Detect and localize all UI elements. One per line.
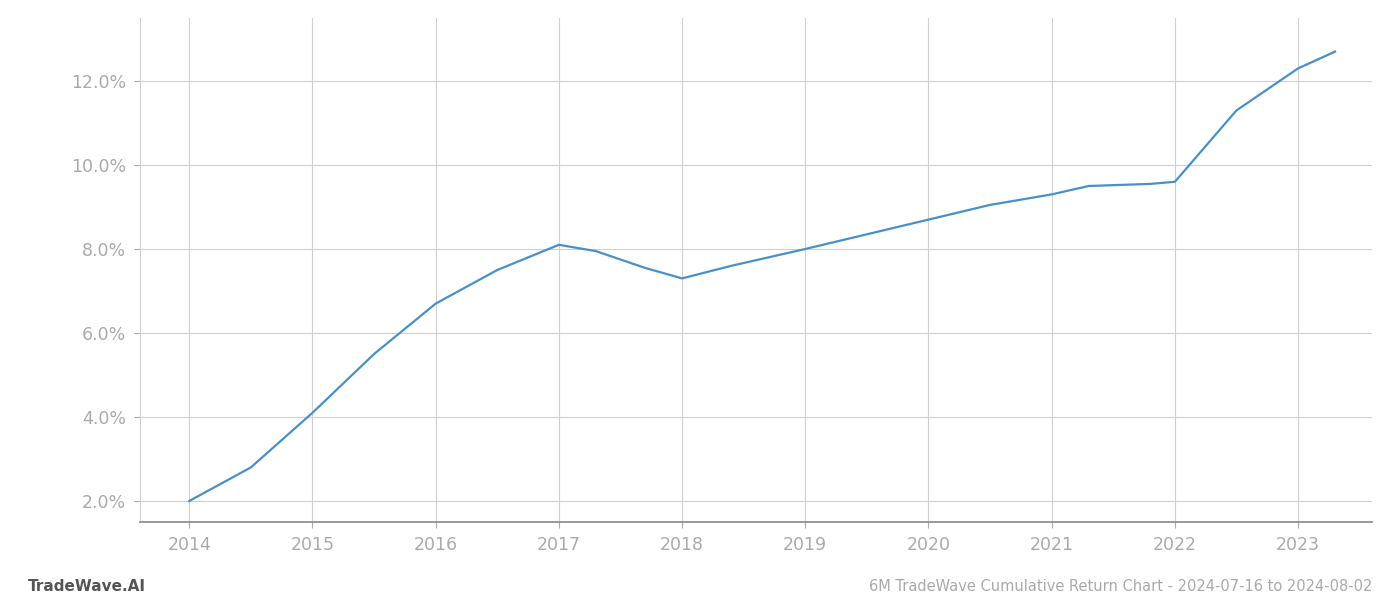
Text: TradeWave.AI: TradeWave.AI [28,579,146,594]
Text: 6M TradeWave Cumulative Return Chart - 2024-07-16 to 2024-08-02: 6M TradeWave Cumulative Return Chart - 2… [868,579,1372,594]
